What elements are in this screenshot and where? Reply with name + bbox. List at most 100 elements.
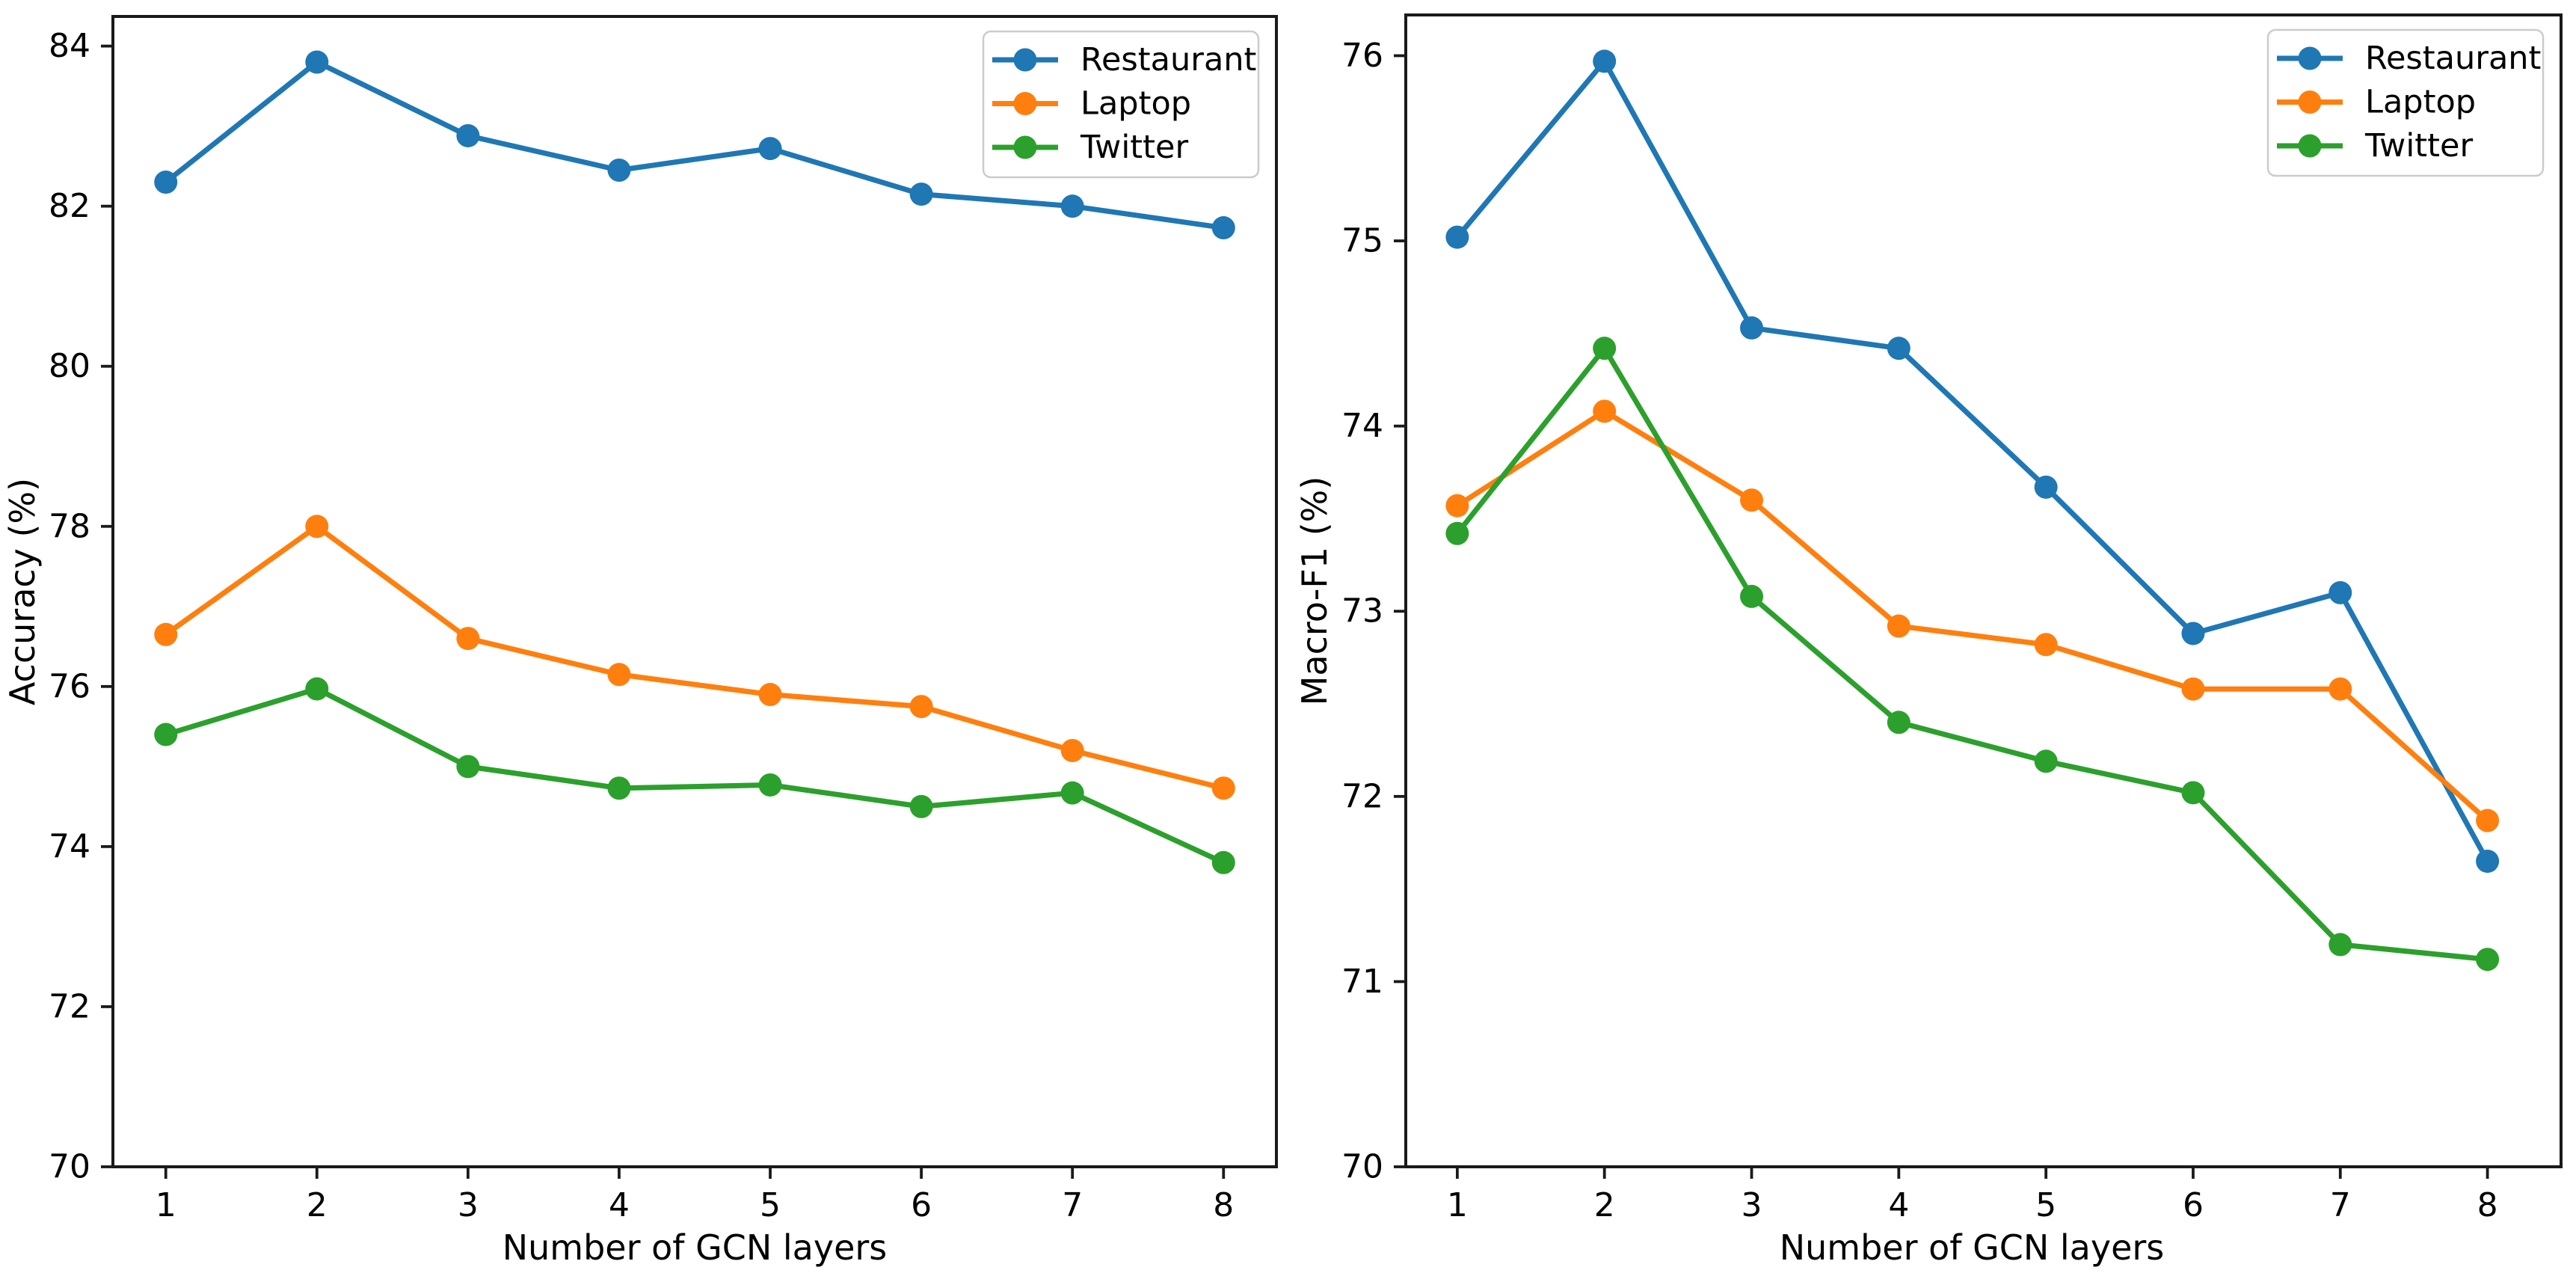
left-marker-twitter-x6	[909, 794, 933, 818]
left-marker-restaurant-x5	[758, 137, 782, 161]
left-marker-restaurant-x4	[607, 158, 631, 182]
right-legend-item-restaurant: Restaurant	[2277, 40, 2541, 77]
right-y-tick-label-74: 74	[1341, 407, 1383, 445]
right-x-tick-label-2: 2	[1594, 1186, 1615, 1224]
right-legend-marker-swatch	[2298, 91, 2322, 114]
right-y-tick-label-72: 72	[1341, 777, 1383, 815]
right-y-tick-label-75: 75	[1341, 222, 1383, 260]
left-x-axis-label: Number of GCN layers	[502, 1227, 888, 1268]
right-legend-marker-swatch	[2298, 134, 2322, 158]
right-y-tick-label-70: 70	[1341, 1148, 1383, 1186]
right-marker-laptop-x2	[1593, 399, 1617, 423]
left-marker-laptop-x4	[607, 663, 631, 687]
right-marker-twitter-x2	[1593, 337, 1617, 361]
right-line-restaurant	[1454, 58, 2491, 864]
left-legend-label-laptop: Laptop	[1080, 85, 1191, 123]
left-y-axis-label: Accuracy (%)	[2, 477, 43, 706]
left-x-tick-label-6: 6	[911, 1186, 932, 1224]
left-x-tick-label-7: 7	[1062, 1186, 1083, 1224]
right-x-tick-label-3: 3	[1742, 1186, 1762, 1224]
left-line-twitter	[163, 686, 1226, 865]
left-legend-item-twitter: Twitter	[992, 129, 1188, 166]
left-series-twitter	[154, 677, 1235, 874]
left-marker-restaurant-x2	[305, 50, 329, 74]
right-legend-label-restaurant: Restaurant	[2365, 40, 2541, 77]
left-marker-restaurant-x6	[909, 182, 933, 206]
left-series-laptop	[154, 515, 1235, 800]
right-legend-label-laptop: Laptop	[2365, 84, 2476, 121]
right-marker-restaurant-x8	[2476, 849, 2500, 873]
right-marker-twitter-x7	[2328, 933, 2352, 957]
right-marker-laptop-x5	[2034, 633, 2058, 657]
left-marker-laptop-x5	[758, 683, 782, 707]
right-legend-box	[2266, 28, 2545, 177]
right-x-tick-label-6: 6	[2183, 1186, 2204, 1224]
left-legend-label-restaurant: Restaurant	[1080, 41, 1256, 79]
right-x-tick-label-7: 7	[2330, 1186, 2351, 1224]
left-y-tick-label-76: 76	[49, 667, 90, 705]
right-y-tick-label-73: 73	[1341, 592, 1383, 631]
left-y-tick-label-82: 82	[49, 187, 90, 225]
left-legend-marker-swatch	[1013, 48, 1037, 72]
left-legend: Restaurant Laptop Twitter	[982, 30, 1260, 179]
left-marker-twitter-x2	[305, 677, 329, 701]
right-x-tick-label-4: 4	[1888, 1186, 1909, 1224]
left-marker-twitter-x3	[456, 755, 480, 779]
right-marker-restaurant-x5	[2034, 475, 2058, 499]
left-marker-laptop-x1	[154, 622, 178, 646]
left-marker-twitter-x7	[1060, 781, 1084, 805]
left-marker-laptop-x8	[1211, 776, 1235, 800]
left-marker-laptop-x6	[909, 695, 933, 719]
left-marker-laptop-x7	[1060, 738, 1084, 762]
right-marker-restaurant-x3	[1740, 316, 1764, 340]
left-marker-twitter-x5	[758, 773, 782, 797]
right-x-tick-label-1: 1	[1447, 1186, 1468, 1224]
right-series-twitter	[1445, 337, 2500, 972]
left-legend-marker-swatch	[1013, 92, 1037, 115]
right-x-axis-label: Number of GCN layers	[1779, 1227, 2165, 1268]
left-y-tick-label-72: 72	[49, 987, 90, 1025]
left-marker-twitter-x4	[607, 776, 631, 800]
right-marker-laptop-x3	[1740, 488, 1764, 512]
left-y-tick-label-70: 70	[49, 1148, 90, 1186]
right-marker-laptop-x1	[1445, 494, 1469, 518]
right-series-laptop	[1445, 399, 2500, 832]
left-x-tick-label-1: 1	[156, 1186, 176, 1224]
right-plot-spines	[1404, 13, 2563, 1168]
left-marker-restaurant-x3	[456, 123, 480, 147]
right-legend: Restaurant Laptop Twitter	[2266, 28, 2545, 177]
left-legend-item-laptop: Laptop	[992, 85, 1191, 123]
right-y-tick-label-76: 76	[1341, 37, 1383, 75]
left-x-tick-label-5: 5	[760, 1186, 781, 1224]
right-marker-twitter-x5	[2034, 749, 2058, 773]
right-marker-twitter-x1	[1445, 521, 1469, 545]
left-line-laptop	[163, 524, 1226, 791]
right-legend-marker-swatch	[2298, 46, 2322, 70]
left-x-tick-label-2: 2	[307, 1186, 328, 1224]
left-marker-twitter-x1	[154, 723, 178, 746]
left-line-restaurant	[163, 59, 1226, 231]
right-chart-panel: 70 71 72 73 74 75 76 1 2 3 4 5 6 7 8 Restaurant Laptop Tw…	[1341, 13, 2563, 1224]
right-legend-item-laptop: Laptop	[2277, 84, 2476, 121]
right-marker-laptop-x7	[2328, 677, 2352, 701]
left-legend-box	[982, 30, 1260, 179]
right-marker-restaurant-x2	[1593, 49, 1617, 73]
left-x-tick-label-4: 4	[609, 1186, 630, 1224]
right-marker-twitter-x4	[1887, 711, 1911, 734]
left-x-tick-label-3: 3	[458, 1186, 479, 1224]
right-x-tick-label-5: 5	[2035, 1186, 2056, 1224]
right-marker-twitter-x3	[1740, 584, 1764, 608]
left-y-tick-label-80: 80	[49, 347, 90, 385]
right-legend-label-twitter: Twitter	[2364, 127, 2473, 165]
right-marker-laptop-x4	[1887, 614, 1911, 638]
left-marker-laptop-x2	[305, 515, 329, 539]
right-line-laptop	[1454, 408, 2491, 823]
right-marker-twitter-x8	[2476, 948, 2500, 972]
left-y-tick-label-74: 74	[49, 827, 90, 865]
right-legend-item-twitter: Twitter	[2277, 127, 2473, 165]
left-marker-laptop-x3	[456, 627, 480, 651]
left-plot-spines	[111, 15, 1278, 1168]
